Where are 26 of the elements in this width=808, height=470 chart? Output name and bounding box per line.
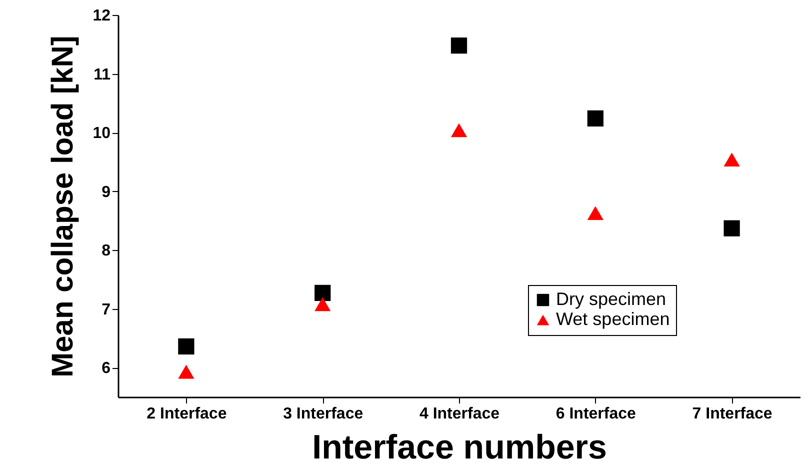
x-axis-title: Interface numbers: [312, 428, 607, 466]
point: [587, 110, 604, 126]
point: [178, 338, 194, 355]
point: [178, 364, 194, 379]
y-tick-label: 8: [102, 242, 111, 260]
y-tick-label: 10: [92, 125, 111, 142]
point: [587, 206, 604, 220]
x-tick-label: 4 Interface: [419, 406, 500, 422]
point: [724, 220, 740, 236]
x-tick-label: 3 Interface: [283, 406, 364, 422]
y-tick-label: 12: [92, 8, 111, 24]
y-tick-label: 7: [102, 301, 111, 318]
point: [450, 123, 468, 138]
x-tick-label: 6 Interface: [556, 406, 636, 422]
point: [314, 284, 331, 302]
x-tick-label: 2 Interface: [146, 406, 227, 422]
y-tick-label: 6: [102, 360, 111, 378]
y-tick-label: 9: [102, 184, 111, 201]
y-axis-title: Mean collapse load [kN]: [46, 36, 80, 378]
legend-label: Dry specimen: [556, 289, 666, 309]
point: [314, 297, 331, 312]
x-tick-label: 7 Interface: [692, 406, 772, 422]
point: [724, 152, 740, 167]
legend-label: Wet specimen: [556, 309, 670, 329]
y-tick-label: 11: [94, 66, 111, 84]
point: [450, 38, 468, 54]
